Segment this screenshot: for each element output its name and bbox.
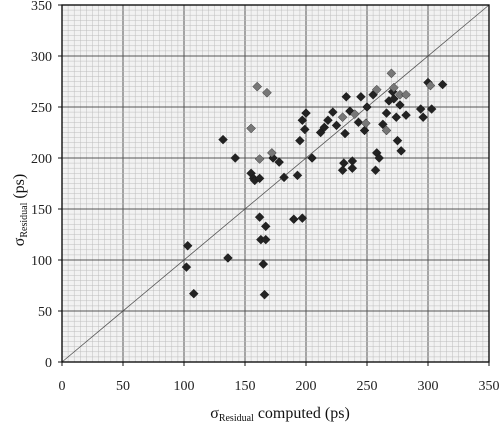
data-point-diamond [341,92,352,102]
data-point-diamond [279,172,289,183]
data-point-diamond [353,117,364,128]
data-point-diamond [415,104,426,114]
y-tick-label: 250 [31,101,52,116]
data-point-diamond [252,81,262,92]
data-point-diamond [381,108,392,118]
data-point-diamond [371,84,382,95]
data-point-diamond [425,80,436,91]
data-point-diamond [260,234,271,245]
x-tick-label: 250 [357,379,378,394]
data-point-diamond [426,104,437,114]
data-point-diamond [395,100,405,110]
data-point-diamond [437,79,448,90]
data-point-diamond [292,170,303,181]
data-point-diamond [389,94,399,104]
data-point-diamond [340,128,350,139]
data-point-diamond [347,163,358,173]
x-axis-label: σResidual computed (ps) [210,405,350,424]
reference-line [61,4,490,363]
data-point-diamond [337,112,348,122]
data-point-diamond [370,165,381,176]
data-point-diamond [262,87,272,98]
data-point-diamond [254,173,265,184]
data-point-diamond [350,109,360,119]
y-axis-label: σResidual (ps) [11,174,30,247]
data-point-diamond [401,89,411,100]
x-tick-label: 200 [296,379,317,394]
x-tick-label: 50 [116,379,130,394]
plot-frame [61,4,490,363]
data-point-diamond [401,110,411,120]
data-point-diamond [181,262,192,272]
data-point-diamond [188,288,199,299]
data-point-diamond [392,135,403,146]
data-point-diamond [307,153,317,163]
data-points [181,68,448,300]
y-axis-ticks: 0 50 100 150 200 250 300 350 [31,0,62,371]
data-point-diamond [339,158,349,168]
x-tick-label: 150 [235,379,256,394]
data-point-diamond [295,135,305,146]
y-tick-label: 100 [31,254,52,269]
data-point-diamond [254,212,265,222]
data-point-diamond [418,112,428,122]
data-point-diamond [259,289,270,300]
data-point-diamond [381,125,392,136]
data-point-diamond [182,240,193,251]
data-point-diamond [356,92,366,102]
data-point-diamond [319,122,330,133]
data-point-diamond [274,157,284,167]
x-tick-label: 0 [59,379,66,394]
y-tick-label: 50 [38,305,52,320]
x-tick-label: 300 [418,379,439,394]
data-point-diamond [230,153,241,163]
data-point-diamond [359,125,370,136]
data-point-diamond [323,115,333,126]
x-tick-label: 350 [479,379,500,394]
data-point-diamond [396,146,406,156]
data-point-diamond [267,148,277,158]
data-point-diamond [260,221,271,232]
data-point-diamond [362,102,372,112]
data-point-diamond [297,213,308,223]
y-tick-label: 150 [31,203,52,218]
data-point-diamond [301,108,311,118]
data-point-diamond [378,119,388,130]
data-point-diamond [297,115,308,126]
y-tick-label: 200 [31,152,52,167]
data-point-diamond [337,165,348,176]
data-point-diamond [254,154,265,164]
data-point-diamond [331,120,342,131]
data-point-diamond [374,153,384,163]
y-tick-label: 350 [31,0,52,14]
data-point-diamond [389,82,399,93]
data-point-diamond [386,68,397,79]
data-point-diamond [223,253,233,263]
x-axis-ticks: 0 50 100 150 200 250 300 350 [59,362,500,394]
data-point-diamond [218,134,228,145]
y-tick-label: 300 [31,50,52,65]
data-point-diamond [328,107,338,117]
data-point-diamond [246,123,256,134]
data-point-diamond [258,259,269,269]
data-point-diamond [289,214,299,224]
data-point-diamond [391,112,402,122]
x-tick-label: 100 [174,379,195,394]
data-point-diamond [299,124,310,135]
y-tick-label: 0 [45,356,52,371]
data-point-diamond [360,118,371,129]
